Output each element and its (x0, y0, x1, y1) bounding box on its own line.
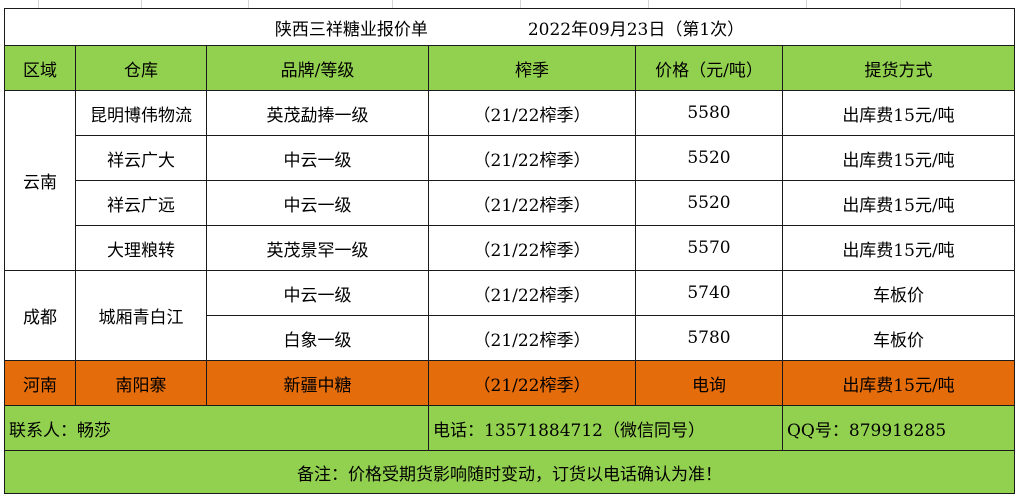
region-cell[interactable]: 云南 (4, 90, 76, 271)
header-delivery[interactable]: 提货方式 (782, 45, 1015, 91)
season-cell[interactable]: （21/22榨季） (428, 315, 636, 361)
table-row-highlight: 河南 南阳寨 新疆中糖 （21/22榨季） 电询 出库费15元/吨 (4, 360, 1015, 406)
table-row: 成都 城厢青白江 中云一级 （21/22榨季） 5740 车板价 (4, 270, 1015, 361)
price-cell[interactable]: 5780 (635, 315, 783, 361)
contact-qq[interactable]: QQ号：879918285 (782, 405, 1015, 451)
header-warehouse[interactable]: 仓库 (75, 45, 207, 91)
contact-person[interactable]: 联系人：畅莎 (4, 405, 429, 451)
contact-row: 联系人：畅莎 电话：13571884712（微信同号） QQ号：87991828… (4, 405, 1015, 451)
title-cell[interactable]: 陕西三祥糖业报价单 2022年09月23日（第1次） (4, 8, 1015, 46)
title-row: 陕西三祥糖业报价单 2022年09月23日（第1次） (4, 8, 1015, 46)
table-row: 云南 昆明博伟物流 英茂勐捧一级 （21/22榨季） 5580 出库费15元/吨 (4, 90, 1015, 271)
price-cell[interactable]: 5520 (635, 135, 783, 181)
price-cell[interactable]: 5580 (635, 90, 783, 136)
delivery-cell[interactable]: 车板价 (782, 315, 1015, 361)
quote-sheet: 陕西三祥糖业报价单 2022年09月23日（第1次） 区域 仓库 品牌/等级 榨季… (4, 8, 1015, 494)
header-price[interactable]: 价格（元/吨） (635, 45, 783, 91)
company-title: 陕西三祥糖业报价单 (274, 19, 428, 40)
delivery-cell[interactable]: 出库费15元/吨 (782, 225, 1015, 271)
table-row: 祥云广远 中云一级 （21/22榨季） 5520 出库费15元/吨 (5, 180, 1015, 226)
note-cell[interactable]: 备注：价格受期货影响随时变动，订货以电话确认为准！ (4, 450, 1015, 494)
warehouse-cell[interactable]: 昆明博伟物流 (75, 90, 207, 136)
sheet-right-edge (1015, 8, 1019, 499)
brand-cell[interactable]: 新疆中糖 (206, 360, 429, 406)
header-row: 区域 仓库 品牌/等级 榨季 价格（元/吨） 提货方式 (4, 45, 1015, 91)
note-row: 备注：价格受期货影响随时变动，订货以电话确认为准！ (4, 450, 1015, 494)
delivery-cell[interactable]: 出库费15元/吨 (782, 135, 1015, 181)
quote-date: 2022年09月23日（第1次） (527, 19, 745, 40)
delivery-cell[interactable]: 出库费15元/吨 (782, 180, 1015, 226)
season-cell[interactable]: （21/22榨季） (428, 225, 636, 271)
table-row: 大理粮转 英茂景罕一级 （21/22榨季） 5570 出库费15元/吨 (5, 225, 1015, 271)
brand-cell[interactable]: 英茂景罕一级 (206, 225, 429, 271)
season-cell[interactable]: （21/22榨季） (428, 90, 636, 136)
price-cell[interactable]: 5520 (635, 180, 783, 226)
header-brand[interactable]: 品牌/等级 (206, 45, 429, 91)
price-cell[interactable]: 5570 (635, 225, 783, 271)
delivery-cell[interactable]: 出库费15元/吨 (782, 360, 1015, 406)
brand-cell[interactable]: 中云一级 (206, 135, 429, 181)
season-cell[interactable]: （21/22榨季） (428, 135, 636, 181)
contact-phone[interactable]: 电话：13571884712（微信同号） (428, 405, 783, 451)
warehouse-cell[interactable]: 南阳寨 (75, 360, 207, 406)
region-cell[interactable]: 成都 (4, 270, 76, 361)
table-row: 祥云广大 中云一级 （21/22榨季） 5520 出库费15元/吨 (5, 135, 1015, 181)
price-cell[interactable]: 5740 (635, 270, 783, 316)
price-cell[interactable]: 电询 (635, 360, 783, 406)
brand-cell[interactable]: 中云一级 (206, 180, 429, 226)
warehouse-cell[interactable]: 大理粮转 (75, 225, 207, 271)
warehouse-cell[interactable]: 祥云广大 (75, 135, 207, 181)
season-cell[interactable]: （21/22榨季） (428, 360, 636, 406)
brand-cell[interactable]: 英茂勐捧一级 (206, 90, 429, 136)
season-cell[interactable]: （21/22榨季） (428, 180, 636, 226)
table-row: 白象一级 （21/22榨季） 5780 车板价 (5, 315, 1015, 361)
brand-cell[interactable]: 白象一级 (206, 315, 429, 361)
warehouse-cell[interactable]: 城厢青白江 (75, 270, 207, 361)
season-cell[interactable]: （21/22榨季） (428, 270, 636, 316)
warehouse-cell[interactable]: 祥云广远 (75, 180, 207, 226)
sheet-top-gridlines (0, 0, 1019, 8)
region-cell[interactable]: 河南 (4, 360, 76, 406)
delivery-cell[interactable]: 车板价 (782, 270, 1015, 316)
delivery-cell[interactable]: 出库费15元/吨 (782, 90, 1015, 136)
header-season[interactable]: 榨季 (428, 45, 636, 91)
brand-cell[interactable]: 中云一级 (206, 270, 429, 316)
header-region[interactable]: 区域 (4, 45, 76, 91)
